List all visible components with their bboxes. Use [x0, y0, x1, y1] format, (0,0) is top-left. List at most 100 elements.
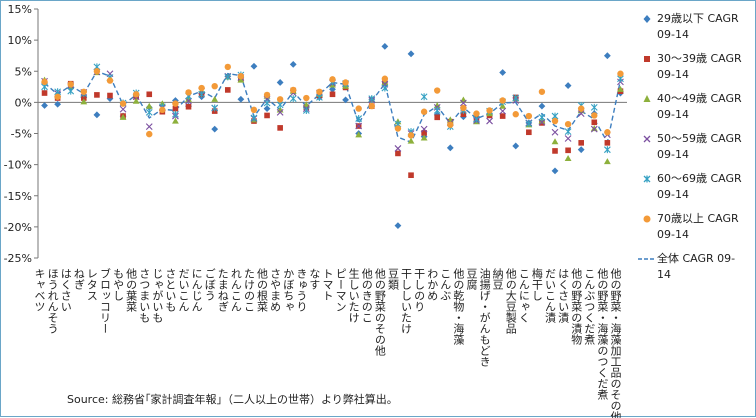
point-diamond — [342, 96, 349, 104]
y-tick-label: 10% — [8, 34, 32, 47]
x-tick-label: にんじん — [190, 268, 203, 312]
point-x — [119, 105, 127, 113]
point-asterisk — [316, 93, 323, 101]
x-tick-label: 他のきのこ — [360, 268, 373, 323]
x-tick-label: 干しのり — [413, 268, 426, 312]
point-circle — [80, 88, 88, 95]
point-circle — [54, 93, 61, 100]
point-diamond — [250, 62, 258, 70]
x-tick-label: 納豆 — [491, 268, 504, 290]
point-x — [551, 128, 559, 136]
x-tick-label: ピーマン — [334, 268, 347, 312]
point-circle — [146, 130, 153, 138]
point-asterisk — [381, 84, 389, 92]
point-square — [81, 95, 87, 101]
point-diamond — [499, 69, 507, 76]
legend-item-age-50-59: 50～59歳 CAGR 09-14 — [633, 129, 755, 169]
x-tick-label: だいこん漬 — [544, 268, 557, 324]
point-asterisk — [473, 115, 480, 123]
point-square — [329, 91, 336, 98]
point-x — [577, 110, 585, 117]
point-diamond — [381, 42, 389, 50]
point-square — [408, 172, 414, 179]
point-asterisk — [263, 99, 271, 107]
point-triangle — [237, 76, 245, 83]
point-x — [394, 145, 402, 152]
point-circle — [132, 91, 140, 98]
x-tick-label: じゃがいも — [151, 268, 164, 323]
point-triangle — [459, 96, 467, 103]
x-tick-label: さやまめ — [269, 268, 282, 312]
point-square — [604, 140, 611, 146]
point-square — [421, 130, 427, 136]
legend-item-age-60-69: 60～69歳 CAGR 09-14 — [633, 169, 755, 209]
point-circle — [368, 102, 375, 110]
legend-marker-circle — [643, 215, 651, 223]
point-square — [107, 92, 113, 99]
x-tick-label: こんぶつくだ煮 — [583, 268, 596, 345]
legend-marker-dashed-line — [638, 258, 656, 260]
point-asterisk — [224, 73, 232, 81]
point-circle — [407, 132, 415, 139]
point-circle — [525, 112, 533, 120]
x-tick-label: れんこん — [229, 268, 242, 312]
x-tick-label: さといも — [164, 268, 177, 312]
x-tick-label: きゅうり — [295, 268, 308, 312]
x-tick-label: さつまいも — [138, 268, 151, 323]
point-asterisk — [250, 114, 258, 122]
point-circle — [41, 78, 48, 86]
x-tick-label: こんにゃく — [517, 268, 530, 323]
y-tick-label: -15% — [4, 190, 32, 203]
legend-marker-x — [643, 135, 651, 143]
point-x — [486, 117, 493, 125]
point-circle — [224, 63, 231, 71]
point-circle — [263, 91, 271, 99]
x-tick-label: トマト — [321, 268, 334, 301]
point-x — [564, 135, 572, 142]
point-square — [565, 147, 571, 154]
point-square — [552, 148, 558, 154]
x-tick-label: 干ししいたけ — [400, 268, 413, 334]
point-asterisk — [211, 104, 219, 112]
point-circle — [577, 105, 585, 112]
point-asterisk — [603, 146, 611, 154]
point-circle — [185, 89, 192, 96]
point-square — [146, 91, 153, 98]
x-tick-label: 豆腐 — [465, 268, 478, 291]
legend-label: 全体 CAGR 09- — [657, 252, 736, 265]
x-tick-label: 他の葉菜 — [125, 268, 138, 313]
point-square — [277, 125, 283, 131]
x-tick-label: 豆類 — [386, 268, 399, 291]
x-tick-label: 他の根菜 — [256, 268, 269, 313]
point-asterisk — [198, 90, 205, 98]
x-tick-label: 他の野菜・海藻のつくだ煮 — [596, 268, 609, 400]
x-tick-label: ブロッコリー — [98, 267, 111, 334]
point-circle — [250, 106, 258, 114]
x-tick-label: 他の野菜のその他 — [373, 268, 386, 356]
legend-label: 29歳以下 CAGR — [657, 12, 739, 25]
x-tick-label: はくさい漬 — [557, 268, 570, 324]
x-tick-label: ほうれんそう — [46, 268, 59, 334]
point-circle — [198, 84, 205, 92]
point-diamond — [538, 102, 546, 110]
point-circle — [591, 112, 598, 119]
point-circle — [211, 82, 218, 90]
point-triangle — [381, 79, 389, 86]
point-square — [578, 140, 584, 146]
x-tick-label: 他の野菜の漬物 — [570, 268, 583, 345]
point-diamond — [276, 79, 284, 86]
point-x — [590, 125, 598, 133]
x-tick-label: もやし — [112, 268, 125, 301]
legend-label: 60～69歳 CAGR — [657, 172, 742, 185]
point-asterisk — [590, 103, 598, 111]
point-diamond — [263, 105, 271, 112]
point-x — [276, 108, 284, 116]
legend-label-period: 09-14 — [657, 148, 689, 161]
point-triangle — [355, 131, 363, 138]
legend-label-period: 09-14 — [657, 28, 689, 41]
point-triangle — [172, 117, 179, 124]
point-diamond — [577, 146, 585, 154]
x-tick-label: たけのこ — [242, 268, 255, 312]
point-circle — [434, 87, 441, 94]
